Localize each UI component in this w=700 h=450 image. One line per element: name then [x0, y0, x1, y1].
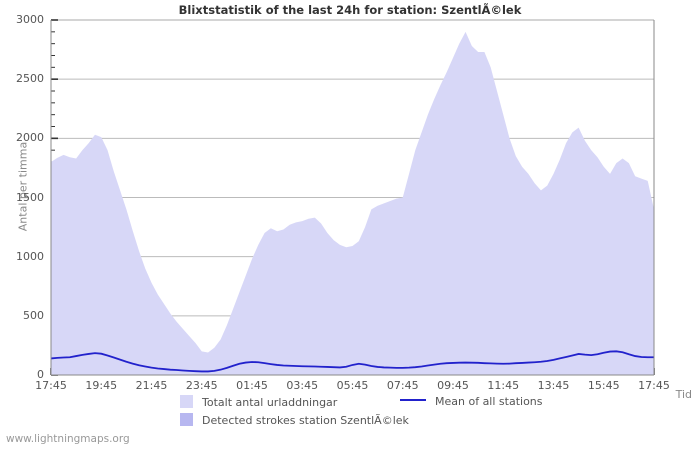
x-tick-label: 13:45: [537, 379, 570, 392]
legend-item-mean: Mean of all stations: [400, 395, 543, 408]
legend-label-station: Detected strokes station SzentlÃ©lek: [202, 414, 409, 427]
line-mean-all-stations: [50, 350, 654, 373]
x-tick-label: 01:45: [236, 379, 268, 392]
x-tick-label: 17:45: [638, 379, 670, 392]
x-axis-label: Tid: [675, 388, 692, 401]
y-tick-label: 1500: [16, 190, 44, 204]
x-tick-label: 15:45: [587, 379, 620, 392]
legend-item-station: Detected strokes station SzentlÃ©lek: [180, 413, 409, 427]
legend-line-mean: [400, 399, 426, 401]
x-tick-label: 07:45: [386, 379, 419, 392]
x-tick-label: 09:45: [437, 379, 469, 392]
y-tick-label: 0: [37, 368, 44, 381]
x-tick-label: 19:45: [85, 379, 118, 392]
legend-swatch-total: [180, 395, 193, 408]
y-tick-label: 2500: [16, 72, 44, 86]
y-tick-label: 2000: [16, 131, 44, 145]
x-tick-label: 05:45: [336, 379, 369, 392]
chart-title: Blixtstatistik of the last 24h for stati…: [178, 3, 522, 17]
x-tick-label: 23:45: [185, 379, 218, 392]
chart-legend: Totalt antal urladdningar Detected strok…: [0, 394, 700, 428]
legend-label-mean: Mean of all stations: [435, 395, 543, 408]
area-total-discharges: [51, 31, 654, 376]
x-tick-label: 21:45: [135, 379, 168, 392]
footer-credit: www.lightningmaps.org: [6, 433, 130, 445]
x-tick-label: 11:45: [487, 379, 520, 392]
legend-label-total: Totalt antal urladdningar: [202, 396, 338, 409]
x-tick-label: 03:45: [286, 379, 319, 392]
y-tick-label: 3000: [16, 13, 44, 26]
y-tick-label: 1000: [16, 249, 44, 263]
legend-item-total: Totalt antal urladdningar: [180, 395, 337, 409]
legend-swatch-station: [180, 413, 193, 426]
plot-frame: [50, 20, 655, 376]
y-tick-label: 500: [23, 308, 44, 322]
x-tick-label: 17:45: [35, 379, 67, 392]
